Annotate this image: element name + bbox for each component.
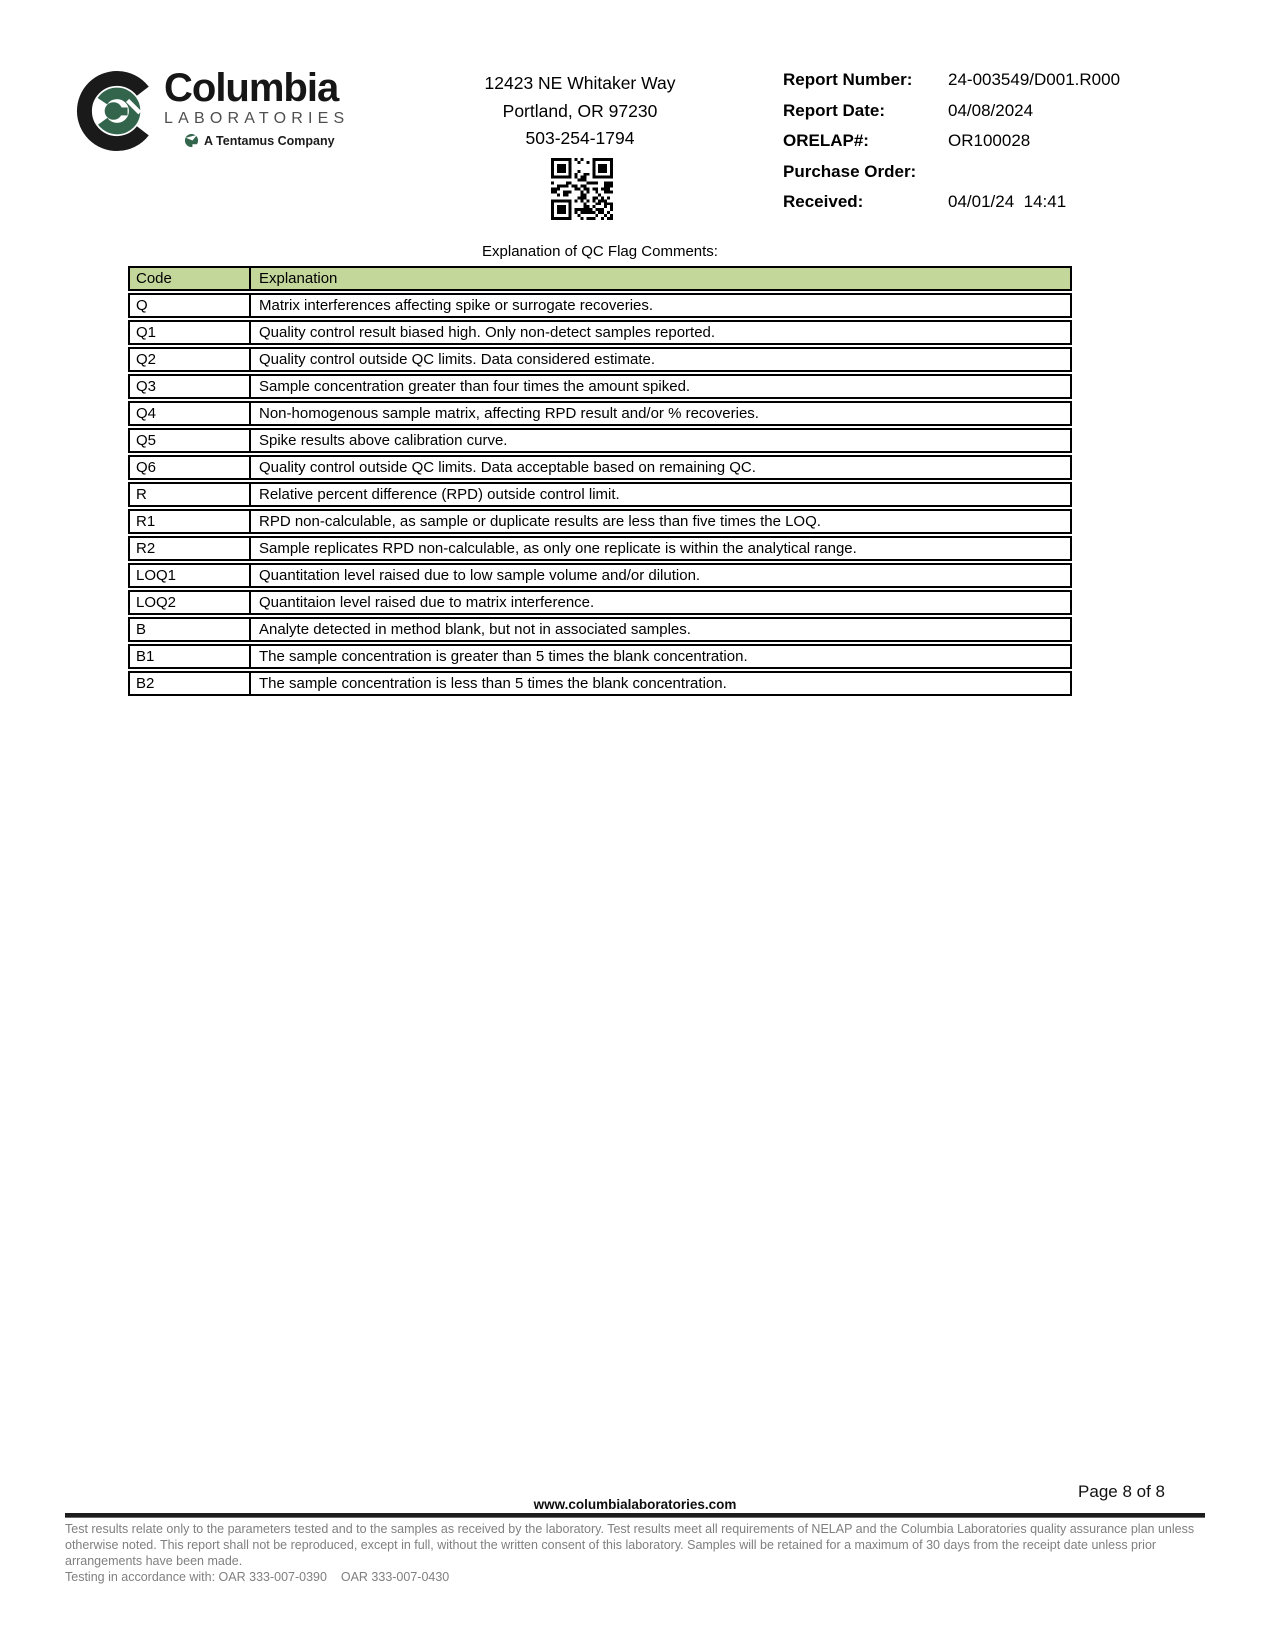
qc-table-row: B1 The sample concentration is greater t… — [128, 644, 1072, 669]
columbia-logo-icon — [73, 66, 161, 156]
qc-table-row: Q3 Sample concentration greater than fou… — [128, 374, 1072, 399]
qc-explanation-cell: Non-homogenous sample matrix, affecting … — [259, 405, 759, 422]
qc-code-cell: B2 — [130, 673, 251, 694]
company-logo: Columbia LABORATORIES A Tentamus Company — [73, 66, 349, 156]
qc-code-cell: B — [130, 619, 251, 640]
address-line-city: Portland, OR 97230 — [502, 100, 658, 121]
company-name: Columbia — [164, 66, 339, 110]
footer-testing-note: Testing in accordance with: OAR 333-007-… — [65, 1570, 450, 1584]
website-url: www.columbialaboratories.com — [533, 1497, 737, 1512]
qc-code-cell: Q4 — [130, 403, 251, 424]
qc-code-cell: R — [130, 484, 251, 505]
lab-address: 12423 NE Whitaker Way Portland, OR 97230… — [430, 70, 730, 153]
report-info-value: 04/08/2024 — [948, 100, 1034, 120]
company-subtitle: LABORATORIES — [164, 110, 350, 127]
report-info-value: OR100028 — [948, 131, 1031, 150]
logo-text: Columbia LABORATORIES A Tentamus Company — [164, 66, 349, 156]
qc-code-cell: Q — [130, 295, 251, 316]
qc-explanation-cell: Sample concentration greater than four t… — [259, 378, 691, 395]
qc-explanation-cell: The sample concentration is greater than… — [259, 648, 748, 665]
qc-explanation-cell: The sample concentration is less than 5 … — [259, 675, 727, 692]
qc-code-cell: Q5 — [130, 430, 251, 451]
report-info-label: Report Date: — [783, 100, 886, 120]
qc-code-cell: LOQ2 — [130, 592, 251, 613]
qc-code-cell: Q6 — [130, 457, 251, 478]
qc-table-row: Q Matrix interferences affecting spike o… — [128, 293, 1072, 318]
report-info-row: ORELAP#: OR100028 — [783, 131, 1213, 162]
qc-explanation-cell: Quality control outside QC limits. Data … — [259, 459, 756, 476]
report-info-value: 24-003549/D001.R000 — [948, 70, 1121, 89]
report-info-label: Report Number: — [783, 70, 913, 89]
address-line-street: 12423 NE Whitaker Way — [484, 73, 676, 93]
report-info-block: Report Number: 24-003549/D001.R000 Repor… — [783, 70, 1213, 223]
qc-table-row: LOQ1 Quantitation level raised due to lo… — [128, 563, 1072, 588]
qc-table-row: R2 Sample replicates RPD non-calculable,… — [128, 536, 1072, 561]
qc-code-cell: LOQ1 — [130, 565, 251, 586]
qc-explanation-cell: Analyte detected in method blank, but no… — [259, 621, 691, 638]
qc-table-row: B Analyte detected in method blank, but … — [128, 617, 1072, 642]
qc-explanation-cell: Quantitation level raised due to low sam… — [259, 567, 701, 584]
qc-table-row: B2 The sample concentration is less than… — [128, 671, 1072, 696]
tentamus-label: A Tentamus Company — [204, 133, 335, 148]
qc-table-row: Q4 Non-homogenous sample matrix, affecti… — [128, 401, 1072, 426]
qc-explanation-cell: Quantitaion level raised due to matrix i… — [259, 594, 595, 611]
qc-code-cell: B1 — [130, 646, 251, 667]
qc-code-cell: R1 — [130, 511, 251, 532]
page-footer: Page 8 of 8 www.columbialaboratories.com… — [65, 1482, 1205, 1585]
qc-table-row: Q5 Spike results above calibration curve… — [128, 428, 1072, 453]
qc-table-row: LOQ2 Quantitaion level raised due to mat… — [128, 590, 1072, 615]
qc-explanation-cell: Quality control outside QC limits. Data … — [259, 351, 655, 368]
qc-explanation-cell: Matrix interferences affecting spike or … — [259, 297, 654, 314]
page-number: Page 8 of 8 — [1078, 1482, 1165, 1501]
qc-explanation-cell: Quality control result biased high. Only… — [259, 324, 716, 341]
qc-code-cell: Q3 — [130, 376, 251, 397]
qc-table-row: Q6 Quality control outside QC limits. Da… — [128, 455, 1072, 480]
report-info-value: 04/01/24 14:41 — [948, 192, 1067, 211]
report-info-label: Received: — [783, 192, 864, 211]
address-line-phone: 503-254-1794 — [525, 128, 635, 148]
qc-col-header-explanation: Explanation — [259, 270, 338, 287]
qc-flag-table: Code Explanation Q Matrix interferences … — [128, 266, 1072, 698]
report-info-row: Report Date: 04/08/2024 — [783, 101, 1213, 132]
qc-col-header-code: Code — [130, 268, 251, 289]
footer-disclaimer: Test results relate only to the paramete… — [65, 1522, 1195, 1568]
qc-table-row: Q2 Quality control outside QC limits. Da… — [128, 347, 1072, 372]
report-info-label: ORELAP#: — [783, 131, 869, 150]
qc-code-cell: R2 — [130, 538, 251, 559]
qc-explanation-cell: Sample replicates RPD non-calculable, as… — [259, 540, 857, 557]
qc-table-row: R Relative percent difference (RPD) outs… — [128, 482, 1072, 507]
report-info-row: Purchase Order: — [783, 162, 1213, 193]
report-info-label: Purchase Order: — [783, 161, 917, 181]
tentamus-icon — [184, 133, 199, 148]
qc-explanation-cell: Spike results above calibration curve. — [259, 432, 508, 449]
qc-code-cell: Q2 — [130, 349, 251, 370]
qc-table-title: Explanation of QC Flag Comments: — [482, 243, 718, 260]
qc-table-header-row: Code Explanation — [128, 266, 1072, 291]
qc-table-row: Q1 Quality control result biased high. O… — [128, 320, 1072, 345]
report-info-row: Report Number: 24-003549/D001.R000 — [783, 70, 1213, 101]
qc-table-row: R1 RPD non-calculable, as sample or dupl… — [128, 509, 1072, 534]
report-info-row: Received: 04/01/24 14:41 — [783, 192, 1213, 223]
qc-code-cell: Q1 — [130, 322, 251, 343]
qc-explanation-cell: Relative percent difference (RPD) outsid… — [259, 486, 620, 503]
qc-explanation-cell: RPD non-calculable, as sample or duplica… — [259, 513, 821, 530]
qr-code — [551, 158, 613, 220]
company-tagline: A Tentamus Company — [184, 133, 349, 148]
footer-divider — [65, 1513, 1205, 1518]
